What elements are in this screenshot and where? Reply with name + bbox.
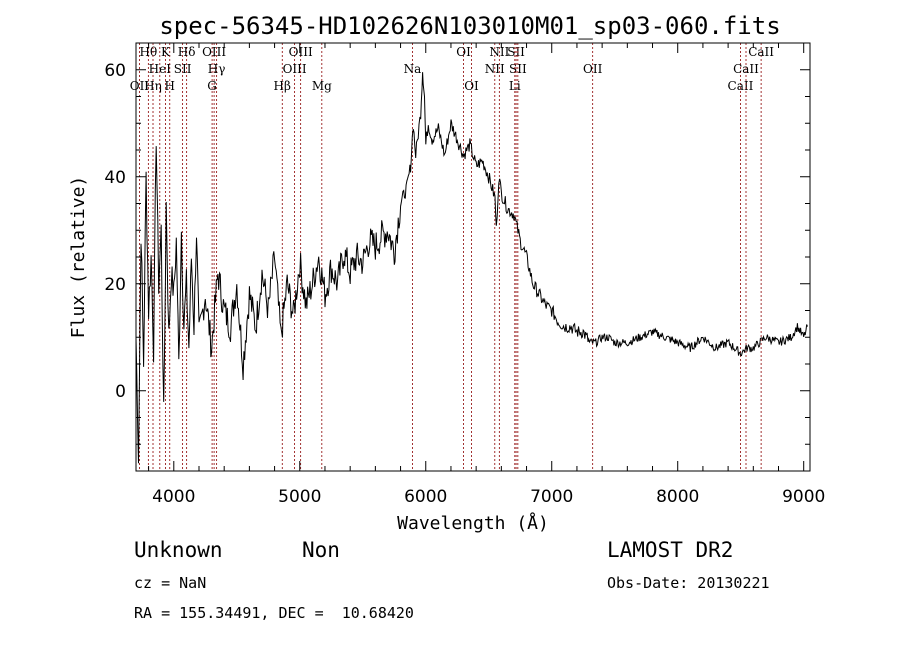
spectral-line-label: Hγ xyxy=(208,62,226,76)
spectral-line-label: CaII xyxy=(748,45,774,59)
spectral-line-label: SII xyxy=(507,45,525,59)
x-tick-label: 6000 xyxy=(404,487,447,507)
spectral-line-label: CaII xyxy=(733,62,759,76)
x-tick-label: 8000 xyxy=(656,487,699,507)
y-axis-label: Flux (relative) xyxy=(68,176,89,339)
spectral-line-label: K xyxy=(161,45,171,59)
x-tick-label: 7000 xyxy=(530,487,573,507)
spectral-line-label: NII xyxy=(485,62,505,76)
spectral-line-label: OI xyxy=(456,45,471,59)
spectral-line-label: CaII xyxy=(728,79,754,93)
spectral-line-label: OI xyxy=(464,79,479,93)
plot-frame xyxy=(135,42,811,472)
y-tick-label: 60 xyxy=(104,61,126,81)
object-subclass: Non xyxy=(302,538,340,562)
spectrum-line xyxy=(135,72,808,464)
spectral-line-label: OIII xyxy=(289,45,313,59)
spectral-line-label: Na xyxy=(404,62,422,76)
coordinates: RA = 155.34491, DEC = 10.68420 xyxy=(134,604,414,622)
spectral-line-label: SII xyxy=(174,62,192,76)
spectral-line-label: Hβ xyxy=(274,79,291,93)
x-axis-label: Wavelength (Å) xyxy=(397,512,549,534)
spectral-line-label: G xyxy=(207,79,217,93)
spectral-line-label: OIII xyxy=(202,45,226,59)
spectral-line-label: Li xyxy=(509,79,521,93)
survey-name: LAMOST DR2 xyxy=(607,538,734,562)
spectral-line-label: Mg xyxy=(312,79,332,93)
spectral-line-label: OII xyxy=(130,79,150,93)
y-tick-label: 0 xyxy=(115,382,126,402)
x-tick-label: 5000 xyxy=(278,487,321,507)
spectral-line-label: NII xyxy=(489,45,509,59)
spectral-line-label: Hη xyxy=(144,79,162,93)
chart-title: spec-56345-HD102626N103010M01_sp03-060.f… xyxy=(159,12,780,40)
redshift-readout: cz = NaN xyxy=(134,574,207,592)
y-tick-label: 20 xyxy=(104,275,126,295)
spectral-line-label: SII xyxy=(509,62,527,76)
object-class: Unknown xyxy=(134,538,223,562)
x-tick-label: 9000 xyxy=(782,487,825,507)
spectral-line-label: HeI xyxy=(149,62,172,76)
obs-date: Obs-Date: 20130221 xyxy=(607,574,770,592)
axis-ticks: 4000 5000 6000 7000 8000 9000 0 20 40 60 xyxy=(104,42,825,507)
spectral-line-label: Hδ xyxy=(178,45,196,59)
spectral-line-label: OIII xyxy=(283,62,307,76)
x-tick-label: 4000 xyxy=(152,487,195,507)
spectral-line-label: OII xyxy=(583,62,603,76)
y-tick-label: 40 xyxy=(104,168,126,188)
spectrum-series xyxy=(135,72,808,464)
spectral-line-label: H xyxy=(165,79,175,93)
